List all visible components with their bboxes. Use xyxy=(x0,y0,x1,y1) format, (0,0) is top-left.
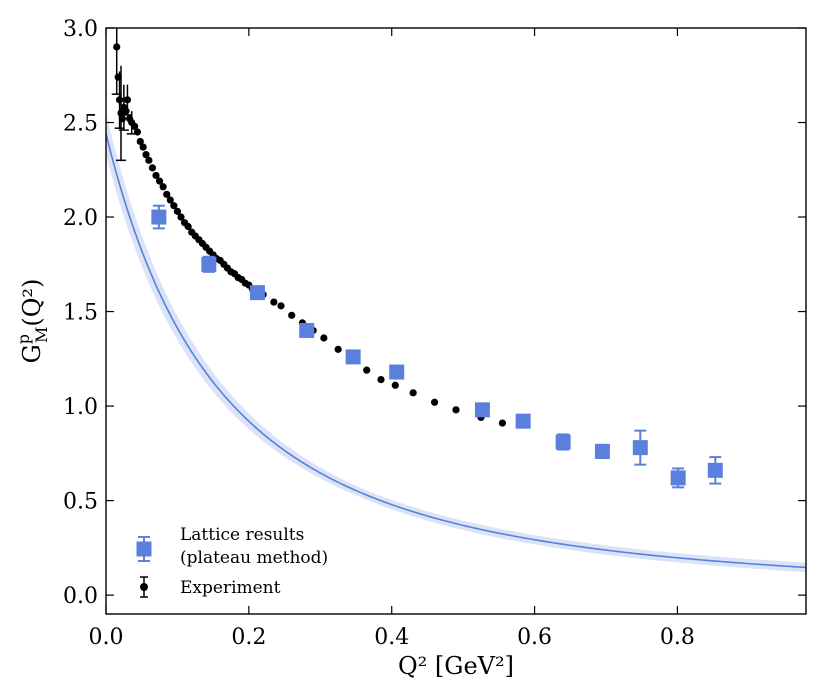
experiment-point xyxy=(113,43,121,51)
experiment-point xyxy=(114,73,122,81)
lattice-point xyxy=(299,322,315,338)
experiment-point xyxy=(122,107,130,115)
experiment-point xyxy=(145,156,153,164)
y-tick-label: 0.0 xyxy=(63,584,98,609)
lattice-point xyxy=(345,349,361,365)
x-tick-label: 0.8 xyxy=(660,625,695,650)
experiment-point xyxy=(159,183,167,191)
experiment-point xyxy=(142,151,150,159)
experiment-point xyxy=(409,389,417,397)
experiment-point xyxy=(288,311,296,319)
y-label-sup: p xyxy=(14,334,33,344)
lattice-point xyxy=(474,402,490,418)
y-tick-label: 2.5 xyxy=(63,112,98,137)
experiment-point xyxy=(498,419,507,427)
experiment-point xyxy=(270,298,278,306)
experiment-point xyxy=(391,381,399,389)
legend-experiment-marker xyxy=(140,583,148,591)
experiment-point xyxy=(320,334,328,342)
lattice-point xyxy=(389,364,405,380)
legend-experiment-label: Experiment xyxy=(180,578,281,598)
experiment-point xyxy=(130,122,139,130)
lattice-point xyxy=(515,413,531,429)
fit-line xyxy=(106,133,806,569)
y-label-sub: M xyxy=(32,327,51,343)
experiment-point xyxy=(377,376,385,384)
y-tick-label: 0.5 xyxy=(63,490,98,515)
x-tick-label: 0.2 xyxy=(231,625,266,650)
experiment-point xyxy=(123,96,132,104)
experiment-point xyxy=(152,171,160,180)
experiment-point xyxy=(139,143,147,151)
experiment-point xyxy=(115,96,124,104)
legend: Lattice results (plateau method) Experimen… xyxy=(136,525,328,598)
lattice-point xyxy=(201,256,217,272)
experiment-point xyxy=(430,398,439,406)
experiment-point xyxy=(155,177,164,185)
experiment-point xyxy=(166,196,174,204)
legend-lattice-marker xyxy=(136,541,152,557)
experiment-point xyxy=(136,137,144,146)
experiment-point xyxy=(133,128,142,136)
lattice-point xyxy=(249,285,265,301)
axes: 0.0 0.2 0.4 0.6 0.8 0.0 0.5 1.0 1.5 2.0 2.5 3.0 xyxy=(63,17,807,650)
y-axis-label: GpM(Q²) xyxy=(14,279,51,364)
y-label-base: G xyxy=(18,344,46,363)
experiment-point xyxy=(452,406,460,414)
x-tick-label: 0.4 xyxy=(374,625,409,650)
lattice-point xyxy=(707,462,723,478)
experiment-point xyxy=(363,366,371,374)
legend-lattice-label-line1: Lattice results xyxy=(180,525,304,545)
x-axis-label: Q² [GeV²] xyxy=(398,652,514,680)
lattice-point xyxy=(594,443,610,459)
experiment-point xyxy=(118,115,127,123)
experiment-point xyxy=(163,190,171,198)
x-tick-label: 0.0 xyxy=(89,625,124,650)
plot-area xyxy=(106,28,806,573)
y-tick-label: 3.0 xyxy=(63,17,98,42)
experiment-point xyxy=(170,202,178,210)
y-tick-label: 1.0 xyxy=(63,395,98,420)
lattice-point xyxy=(151,209,167,225)
plot-frame xyxy=(105,27,807,615)
y-tick-label: 1.5 xyxy=(63,301,98,326)
y-label-rest: (Q²) xyxy=(18,279,46,327)
legend-lattice-label-line2: (plateau method) xyxy=(180,548,328,568)
experiment-point xyxy=(334,345,342,353)
experiment-point xyxy=(173,207,182,215)
x-tick-label: 0.6 xyxy=(517,625,552,650)
experiment-point xyxy=(177,213,185,221)
lattice-point xyxy=(555,434,571,450)
lattice-point xyxy=(632,440,648,456)
experiment-point xyxy=(148,164,157,172)
lattice-point xyxy=(670,470,686,486)
experiment-point xyxy=(184,222,192,231)
experiment-point xyxy=(277,302,285,310)
y-tick-label: 2.0 xyxy=(63,206,98,231)
